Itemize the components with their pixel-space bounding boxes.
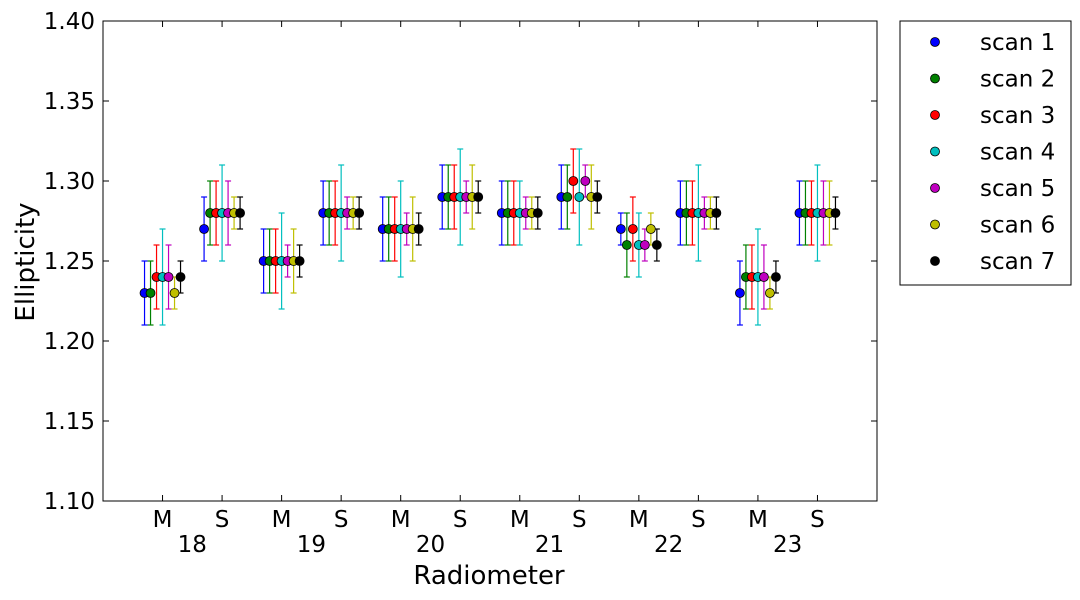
data-point (574, 192, 585, 202)
data-point (580, 176, 591, 186)
x-tick-label: M (272, 507, 292, 533)
y-tick-label: 1.10 (44, 489, 95, 515)
data-point (199, 224, 209, 234)
x-tick-label: M (510, 507, 530, 533)
data-point (413, 224, 424, 234)
legend-marker (930, 110, 940, 120)
data-point (145, 288, 156, 298)
legend-marker (930, 219, 940, 230)
x-tick-label: M (748, 507, 768, 533)
data-point (830, 208, 841, 218)
data-point (532, 208, 543, 218)
x-tick-label: S (334, 507, 349, 533)
legend-label: scan 1 (980, 30, 1055, 56)
y-tick-label: 1.40 (44, 9, 95, 35)
x-tick-label: S (691, 507, 706, 533)
plot-area (139, 148, 841, 326)
legend-marker (930, 256, 940, 266)
x-tick-label: S (572, 507, 587, 533)
data-point (169, 288, 180, 298)
legend-marker (930, 37, 940, 47)
data-point (615, 224, 626, 234)
data-point (621, 240, 632, 250)
data-point (759, 272, 769, 282)
y-tick-label: 1.30 (44, 169, 95, 195)
x-group-label: 21 (535, 532, 564, 558)
legend-label: scan 6 (980, 213, 1055, 239)
data-point (735, 288, 745, 298)
x-group-label: 22 (654, 532, 683, 558)
legend: scan 1 scan 2 scan 3 scan 4 scan 5 scan 6 scan… (899, 20, 1072, 286)
data-point (175, 272, 186, 282)
data-point (294, 256, 305, 266)
data-point (639, 240, 650, 250)
y-tick-label: 1.15 (44, 409, 95, 435)
legend-label: scan 5 (980, 176, 1055, 202)
legend-label: scan 4 (980, 140, 1055, 166)
y-tick-label: 1.20 (44, 329, 95, 355)
data-point (562, 192, 573, 202)
legend-label: scan 7 (980, 249, 1055, 275)
legend-marker (930, 73, 940, 84)
data-point (592, 192, 603, 202)
legend-label: scan 3 (980, 103, 1055, 129)
y-tick-label: 1.35 (44, 89, 95, 115)
x-tick-label: S (215, 507, 230, 533)
data-point (235, 208, 245, 218)
legend-box (899, 20, 1072, 286)
x-tick-label: M (629, 507, 649, 533)
y-tick-label: 1.25 (44, 249, 95, 275)
x-group-label: 23 (773, 532, 802, 558)
x-axis-label: Radiometer (413, 561, 565, 591)
data-point (568, 176, 579, 186)
data-point (771, 272, 781, 282)
data-point (354, 208, 365, 218)
x-group-label: 19 (297, 532, 326, 558)
data-point (163, 272, 174, 282)
x-group-label: 18 (178, 532, 207, 558)
y-axis-label: Ellipticity (11, 202, 41, 321)
data-point (645, 224, 656, 234)
legend-label: scan 2 (980, 67, 1055, 93)
legend-marker (930, 183, 940, 193)
x-tick-label: S (453, 507, 468, 533)
x-group-label: 20 (416, 532, 445, 558)
x-tick-label: M (153, 507, 173, 533)
data-point (651, 240, 662, 250)
data-point (627, 224, 638, 234)
legend-marker (930, 146, 940, 157)
data-point (711, 208, 722, 218)
x-tick-label: M (391, 507, 411, 533)
x-tick-label: S (810, 507, 825, 533)
data-point (765, 288, 775, 298)
data-point (473, 192, 484, 202)
